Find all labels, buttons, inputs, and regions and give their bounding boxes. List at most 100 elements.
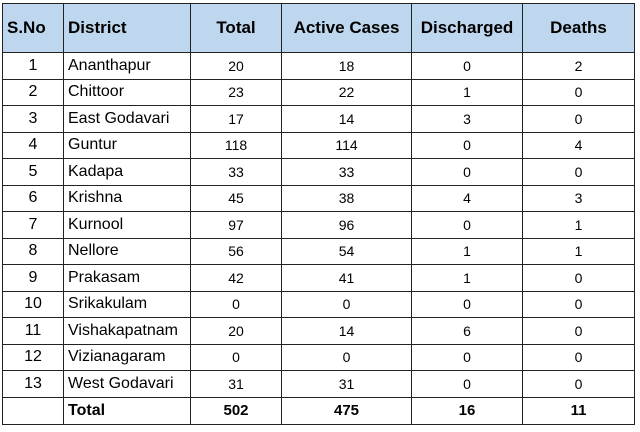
cell-sno: 6 <box>2 184 64 212</box>
cell-district: Guntur <box>63 131 191 159</box>
cell-total: 23 <box>190 78 282 106</box>
cell-active-cases: 38 <box>281 184 412 212</box>
cell-discharged: 4 <box>411 184 523 212</box>
totals-active: 475 <box>281 396 412 425</box>
totals-sno-cell <box>2 396 64 425</box>
cell-active-cases: 0 <box>281 343 412 371</box>
cell-discharged: 1 <box>411 237 523 265</box>
table-row: 11 Vishakapatnam 20 14 6 0 <box>2 317 635 345</box>
cell-total: 118 <box>190 131 282 159</box>
cell-discharged: 0 <box>411 131 523 159</box>
cell-sno: 12 <box>2 343 64 371</box>
district-cases-table: S.No District Total Active Cases Dischar… <box>2 3 635 425</box>
cell-deaths: 0 <box>522 105 635 133</box>
table-row: 5 Kadapa 33 33 0 0 <box>2 158 635 186</box>
cell-district: Srikakulam <box>63 290 191 318</box>
cell-discharged: 0 <box>411 290 523 318</box>
cell-district: Kurnool <box>63 211 191 239</box>
cell-discharged: 0 <box>411 211 523 239</box>
header-district: District <box>63 3 191 53</box>
cell-active-cases: 0 <box>281 290 412 318</box>
cell-sno: 7 <box>2 211 64 239</box>
cell-deaths: 0 <box>522 158 635 186</box>
table-row: 8 Nellore 56 54 1 1 <box>2 237 635 265</box>
table-row: 10 Srikakulam 0 0 0 0 <box>2 290 635 318</box>
cell-deaths: 2 <box>522 52 635 80</box>
cell-district: Chittoor <box>63 78 191 106</box>
cell-total: 45 <box>190 184 282 212</box>
cell-sno: 5 <box>2 158 64 186</box>
cell-sno: 9 <box>2 264 64 292</box>
table-header-row: S.No District Total Active Cases Dischar… <box>2 3 635 53</box>
cell-district: East Godavari <box>63 105 191 133</box>
cell-active-cases: 14 <box>281 105 412 133</box>
header-deaths: Deaths <box>522 3 635 53</box>
table-row: 1 Ananthapur 20 18 0 2 <box>2 52 635 80</box>
district-cases-table-container: S.No District Total Active Cases Dischar… <box>2 3 635 425</box>
cell-discharged: 6 <box>411 317 523 345</box>
cell-active-cases: 41 <box>281 264 412 292</box>
table-row: 9 Prakasam 42 41 1 0 <box>2 264 635 292</box>
cell-district: Ananthapur <box>63 52 191 80</box>
cell-discharged: 0 <box>411 158 523 186</box>
table-row: 4 Guntur 118 114 0 4 <box>2 131 635 159</box>
cell-discharged: 0 <box>411 343 523 371</box>
cell-active-cases: 114 <box>281 131 412 159</box>
cell-deaths: 1 <box>522 211 635 239</box>
cell-deaths: 3 <box>522 184 635 212</box>
cell-discharged: 0 <box>411 370 523 398</box>
cell-deaths: 0 <box>522 317 635 345</box>
cell-active-cases: 18 <box>281 52 412 80</box>
cell-district: Prakasam <box>63 264 191 292</box>
cell-deaths: 0 <box>522 290 635 318</box>
cell-active-cases: 96 <box>281 211 412 239</box>
cell-district: Vishakapatnam <box>63 317 191 345</box>
cell-total: 97 <box>190 211 282 239</box>
cell-active-cases: 31 <box>281 370 412 398</box>
cell-district: Krishna <box>63 184 191 212</box>
header-sno: S.No <box>2 3 64 53</box>
cell-total: 20 <box>190 317 282 345</box>
cell-deaths: 0 <box>522 370 635 398</box>
cell-discharged: 1 <box>411 78 523 106</box>
cell-district: Nellore <box>63 237 191 265</box>
cell-active-cases: 33 <box>281 158 412 186</box>
cell-district: Vizianagaram <box>63 343 191 371</box>
cell-active-cases: 54 <box>281 237 412 265</box>
table-row: 7 Kurnool 97 96 0 1 <box>2 211 635 239</box>
cell-discharged: 1 <box>411 264 523 292</box>
cell-sno: 11 <box>2 317 64 345</box>
cell-sno: 10 <box>2 290 64 318</box>
totals-total: 502 <box>190 396 282 425</box>
cell-sno: 8 <box>2 237 64 265</box>
table-row: 2 Chittoor 23 22 1 0 <box>2 78 635 106</box>
cell-sno: 1 <box>2 52 64 80</box>
table-row: 6 Krishna 45 38 4 3 <box>2 184 635 212</box>
totals-deaths: 11 <box>522 396 635 425</box>
cell-deaths: 1 <box>522 237 635 265</box>
cell-sno: 13 <box>2 370 64 398</box>
cell-district: Kadapa <box>63 158 191 186</box>
cell-sno: 2 <box>2 78 64 106</box>
cell-total: 17 <box>190 105 282 133</box>
totals-label: Total <box>63 396 191 425</box>
cell-deaths: 0 <box>522 78 635 106</box>
cell-total: 31 <box>190 370 282 398</box>
cell-total: 20 <box>190 52 282 80</box>
cell-total: 33 <box>190 158 282 186</box>
cell-deaths: 4 <box>522 131 635 159</box>
cell-discharged: 0 <box>411 52 523 80</box>
totals-discharged: 16 <box>411 396 523 425</box>
totals-row: Total 502 475 16 11 <box>2 396 635 425</box>
cell-discharged: 3 <box>411 105 523 133</box>
cell-active-cases: 14 <box>281 317 412 345</box>
header-discharged: Discharged <box>411 3 523 53</box>
cell-sno: 4 <box>2 131 64 159</box>
cell-district: West Godavari <box>63 370 191 398</box>
table-row: 13 West Godavari 31 31 0 0 <box>2 370 635 398</box>
cell-sno: 3 <box>2 105 64 133</box>
cell-total: 0 <box>190 343 282 371</box>
cell-total: 56 <box>190 237 282 265</box>
cell-total: 0 <box>190 290 282 318</box>
cell-deaths: 0 <box>522 343 635 371</box>
